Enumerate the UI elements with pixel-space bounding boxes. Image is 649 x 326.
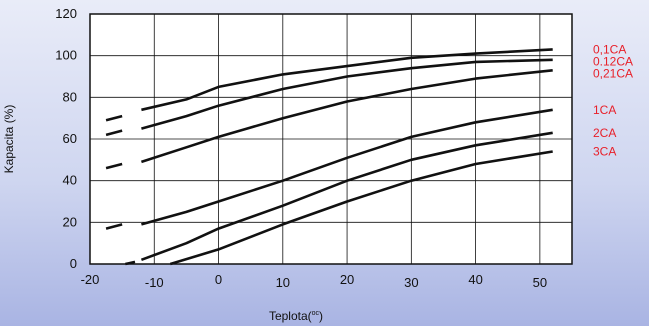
y-tick-label: 60 — [63, 131, 77, 146]
x-axis-title-close: ) — [319, 309, 323, 323]
series-label: 3CA — [593, 145, 616, 159]
x-tick-label: 30 — [404, 275, 418, 290]
series-label: 0.12CA — [593, 54, 633, 68]
x-axis-title-sup: oc — [312, 310, 320, 317]
series-dashed-extrapolation — [105, 162, 123, 170]
series-label: 0,1CA — [593, 42, 626, 56]
x-tick-label: 40 — [468, 272, 482, 287]
x-tick-label: 0 — [215, 272, 222, 287]
series-label: 2CA — [593, 126, 616, 140]
series-label: 0,21CA — [593, 66, 633, 80]
y-tick-label: 100 — [55, 48, 77, 63]
series-line — [140, 131, 553, 262]
x-tick-label: 10 — [276, 275, 290, 290]
series-lines — [105, 48, 553, 266]
x-tick-label: -10 — [145, 275, 164, 290]
y-tick-label: 120 — [55, 6, 77, 21]
y-tick-label: 0 — [70, 256, 77, 271]
series-line — [141, 58, 553, 130]
x-tick-label: -20 — [81, 272, 100, 287]
y-tick-label: 20 — [63, 214, 77, 229]
y-tick-label: 80 — [63, 89, 77, 104]
series-dashed-extrapolation — [105, 114, 123, 122]
series-line — [141, 108, 553, 226]
series-label: 1CA — [593, 103, 616, 117]
series-line — [140, 69, 553, 164]
series-line — [169, 150, 553, 266]
x-tick-label: 50 — [533, 275, 547, 290]
y-axis-title: Kapacita (%) — [2, 105, 16, 174]
grid — [90, 14, 572, 264]
y-tick-label: 40 — [63, 173, 77, 188]
x-tick-label: 20 — [340, 272, 354, 287]
tick-labels: -20 -10 0 10 20 30 40 50 0 20 40 60 80 100 120 — [55, 6, 547, 290]
series-dashed-extrapolation — [125, 260, 136, 266]
series-line — [141, 48, 553, 112]
series-dashed-extrapolation — [105, 129, 123, 137]
x-axis-title-main: Teplota( — [269, 309, 312, 323]
series-dashed-extrapolation — [105, 223, 123, 230]
x-axis-title: Teplota(oc) — [269, 309, 323, 323]
